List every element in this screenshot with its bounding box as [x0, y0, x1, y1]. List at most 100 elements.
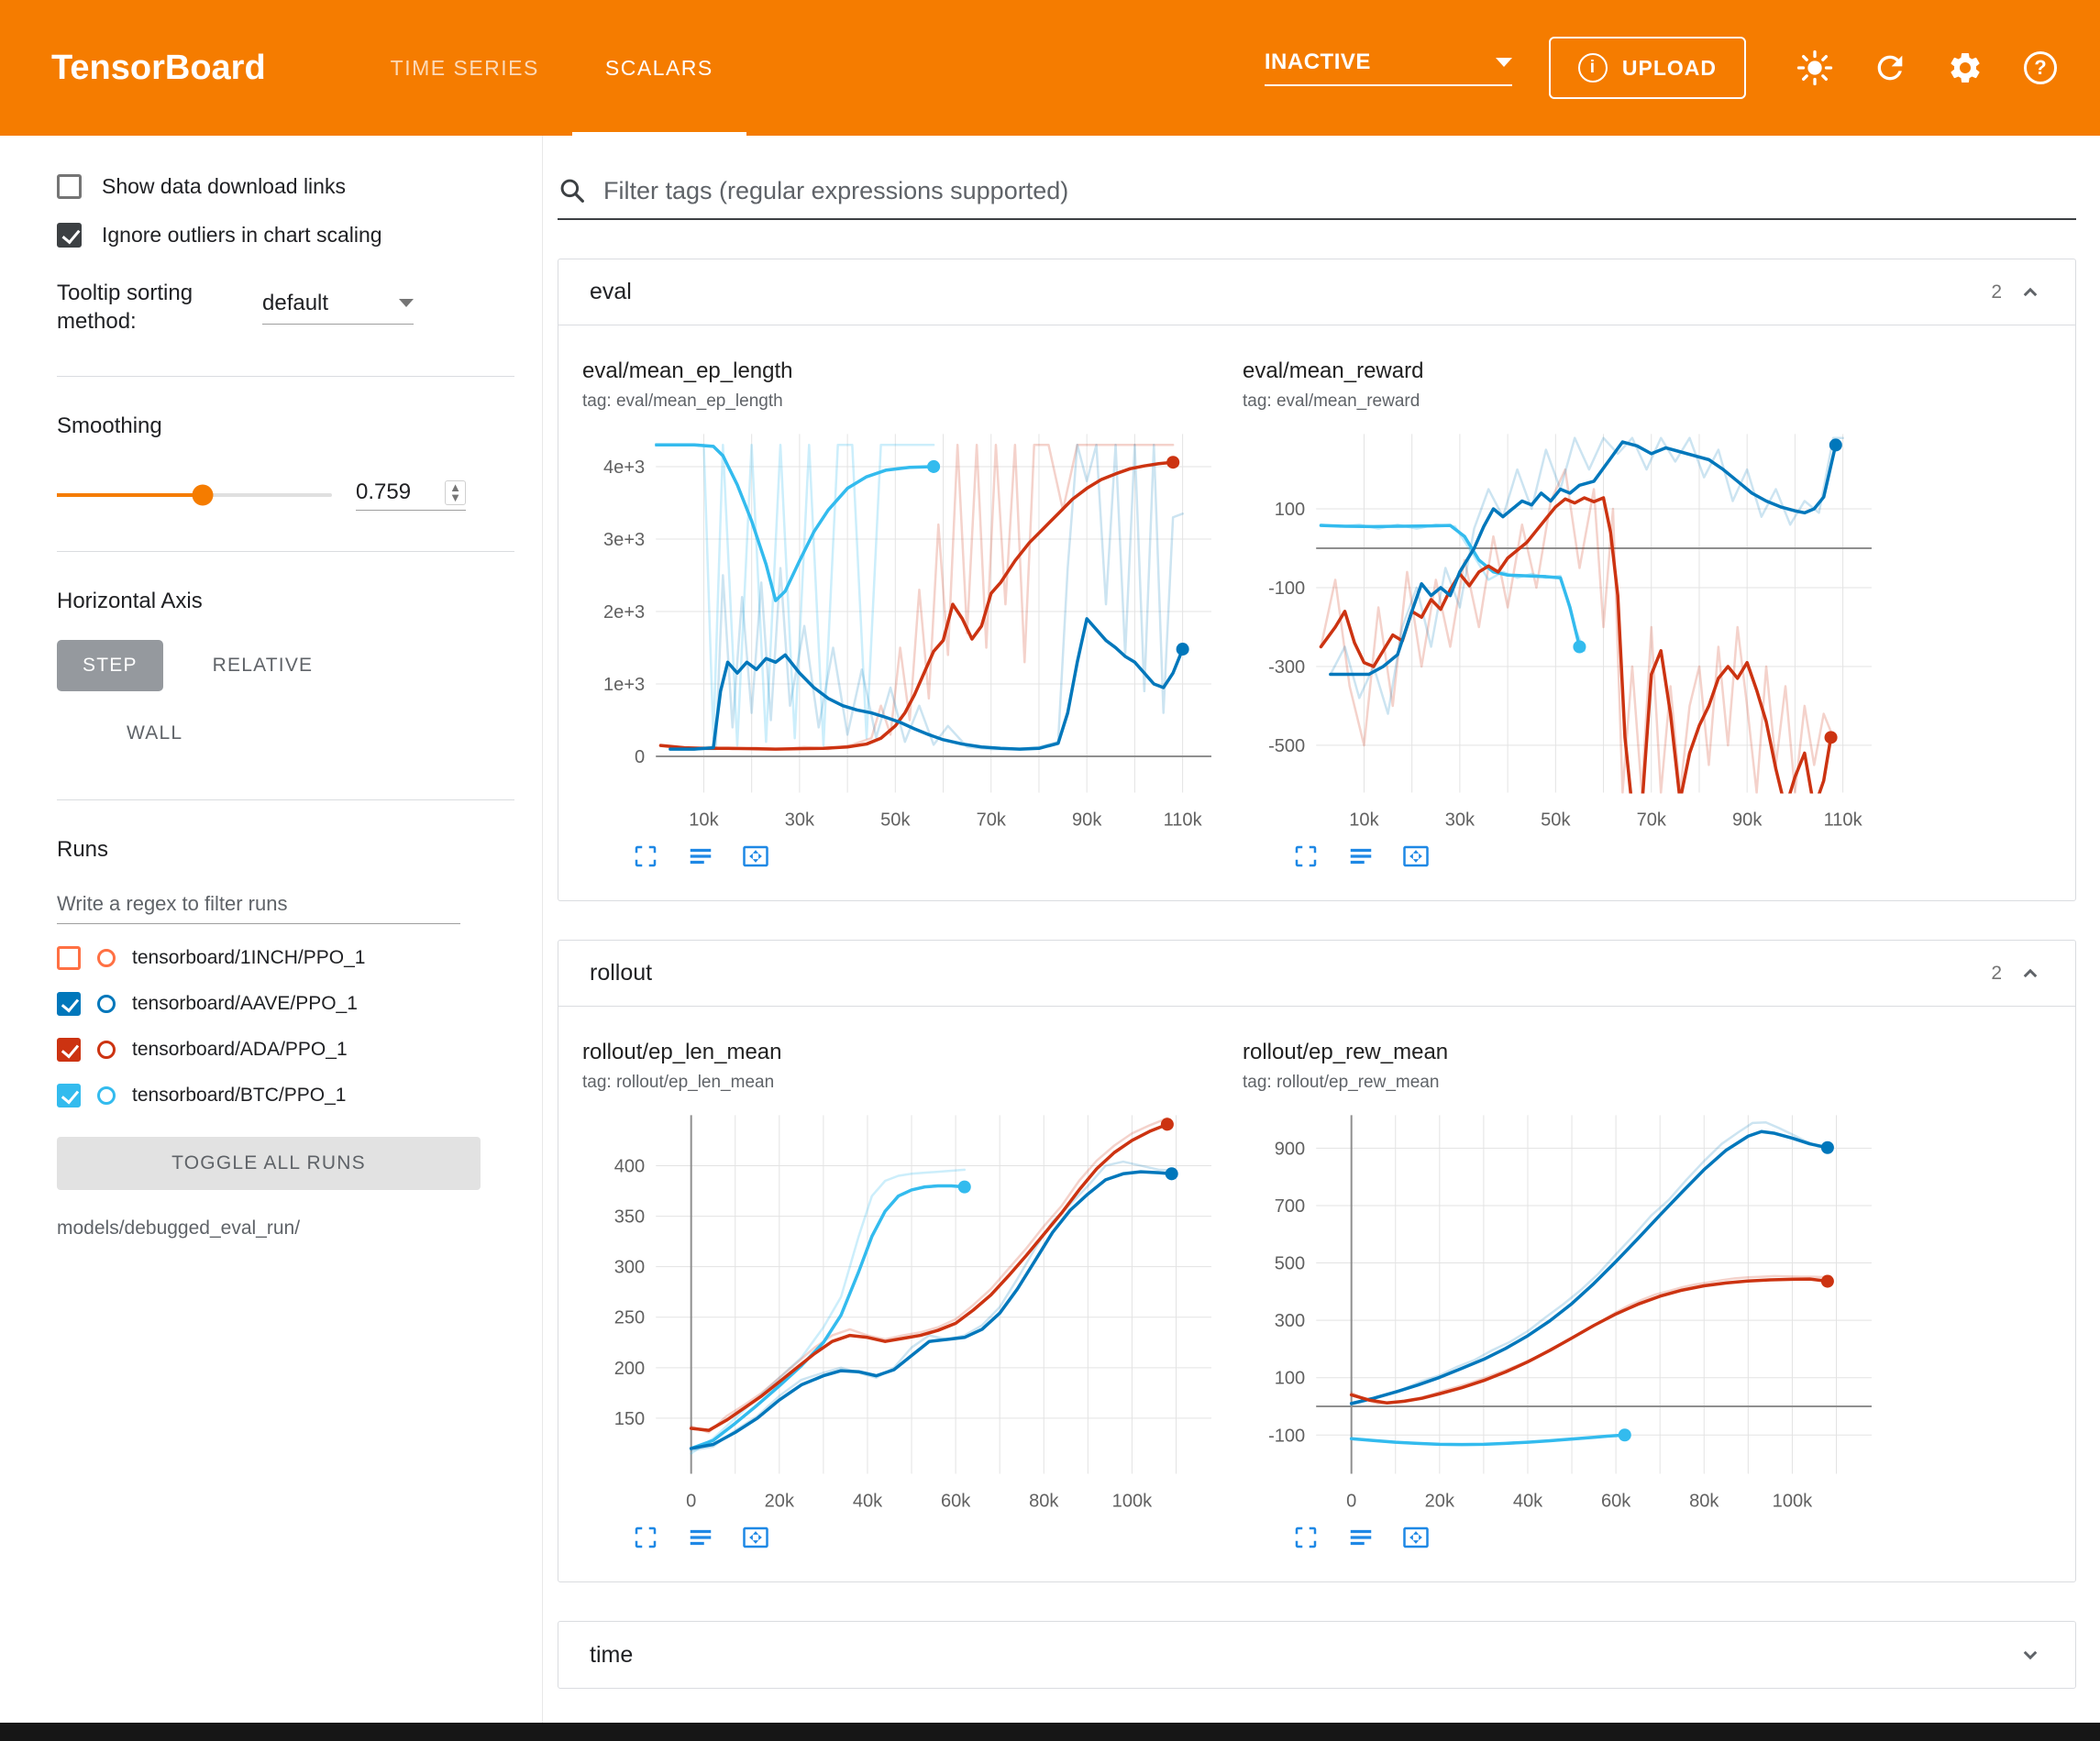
svg-text:20k: 20k: [1425, 1492, 1455, 1512]
number-spinner[interactable]: ▲ ▼: [445, 479, 466, 506]
smoothing-value: 0.759: [356, 479, 412, 505]
collapse-chevron-icon[interactable]: [2017, 279, 2044, 306]
fit-domain-button[interactable]: [740, 1522, 771, 1556]
line-chart[interactable]: 0 20k 40k 60k 80k 100k -100 100 300 500 700 900: [1243, 1102, 1886, 1516]
log-scale-button[interactable]: [685, 1522, 716, 1556]
run-color-ring[interactable]: [97, 1086, 116, 1106]
run-color-ring[interactable]: [97, 949, 116, 968]
run-color-ring[interactable]: [97, 1041, 116, 1060]
svg-text:700: 700: [1275, 1196, 1305, 1217]
run-checkbox[interactable]: [57, 1084, 81, 1108]
axis-step-button[interactable]: STEP: [57, 640, 163, 692]
app-header: TensorBoard TIME SERIES SCALARS INACTIVE…: [0, 0, 2100, 136]
settings-gear-icon[interactable]: [1946, 49, 1984, 87]
run-row-ada[interactable]: tensorboard/ADA/PPO_1: [57, 1038, 514, 1063]
run-row-aave[interactable]: tensorboard/AAVE/PPO_1: [57, 992, 514, 1017]
run-row-btc[interactable]: tensorboard/BTC/PPO_1: [57, 1084, 514, 1108]
runs-filter-input[interactable]: [57, 887, 460, 925]
axis-relative-button[interactable]: RELATIVE: [187, 640, 339, 691]
upload-button[interactable]: UPLOAD: [1548, 37, 1746, 99]
show-download-links-checkbox[interactable]: [57, 174, 82, 199]
collapse-chevron-icon[interactable]: [2017, 960, 2044, 987]
chart-tag: tag: eval/mean_reward: [1243, 391, 1420, 411]
info-icon: [1577, 53, 1608, 83]
expand-chart-button[interactable]: [630, 1522, 661, 1556]
divider: [57, 376, 514, 378]
filter-tags-input[interactable]: [603, 176, 2076, 205]
svg-text:150: 150: [614, 1409, 645, 1429]
fit-domain-button[interactable]: [1400, 841, 1431, 875]
svg-text:60k: 60k: [941, 1492, 971, 1512]
chart-tag: tag: rollout/ep_rew_mean: [1243, 1073, 1440, 1092]
svg-text:90k: 90k: [1732, 810, 1763, 831]
help-icon[interactable]: [2021, 49, 2060, 87]
divider: [57, 551, 514, 553]
axis-wall-button[interactable]: WALL: [101, 708, 208, 759]
smoothing-slider[interactable]: [57, 484, 332, 506]
svg-text:40k: 40k: [1513, 1492, 1543, 1512]
line-chart[interactable]: 10k 30k 50k 70k 90k 110k 100 -100 -300 -500: [1243, 421, 1886, 835]
run-row-1inch[interactable]: tensorboard/1INCH/PPO_1: [57, 946, 514, 971]
tab-scalars[interactable]: SCALARS: [571, 0, 746, 136]
expand-chart-button[interactable]: [630, 841, 661, 875]
smoothing-controls: 0.759 ▲ ▼: [57, 479, 514, 512]
page-content: Show data download links Ignore outliers…: [0, 136, 2100, 1723]
tooltip-sorting-select[interactable]: default: [262, 291, 414, 325]
expand-chart-button[interactable]: [1290, 1522, 1321, 1556]
svg-text:-500: -500: [1268, 736, 1305, 756]
spinner-up-icon[interactable]: ▲: [449, 479, 461, 494]
log-scale-button[interactable]: [1345, 1522, 1376, 1556]
section-time: time: [558, 1621, 2076, 1689]
settings-sidebar: Show data download links Ignore outliers…: [0, 136, 543, 1723]
tab-time-series[interactable]: TIME SERIES: [390, 55, 539, 80]
tooltip-sorting-row: Tooltip sorting method: default: [57, 279, 514, 336]
brightness-icon[interactable]: [1796, 49, 1834, 87]
fit-domain-button[interactable]: [740, 841, 771, 875]
toggle-all-runs-button[interactable]: TOGGLE ALL RUNS: [57, 1137, 481, 1191]
svg-text:10k: 10k: [1349, 810, 1379, 831]
run-checkbox[interactable]: [57, 992, 81, 1017]
svg-text:0: 0: [686, 1492, 696, 1512]
chart-actions: [1243, 1522, 1886, 1556]
lines-icon: [690, 1529, 712, 1546]
log-scale-button[interactable]: [685, 841, 716, 875]
line-chart[interactable]: 10k 30k 50k 70k 90k 110k 0 1e+3 2e+3 3e+3 4e+3: [582, 421, 1226, 835]
expand-chevron-icon[interactable]: [2017, 1641, 2044, 1669]
chart-actions: [582, 841, 1226, 875]
section-time-header[interactable]: time: [558, 1622, 2075, 1688]
svg-text:70k: 70k: [977, 810, 1007, 831]
show-download-links-row[interactable]: Show data download links: [57, 174, 514, 199]
smoothing-value-input[interactable]: 0.759 ▲ ▼: [356, 479, 466, 512]
chart-title: eval/mean_ep_length: [582, 358, 793, 383]
chart-actions: [582, 1522, 1226, 1556]
chart-eval-mean-reward: eval/mean_reward tag: eval/mean_reward 1…: [1243, 358, 1886, 875]
status-dropdown[interactable]: INACTIVE: [1264, 50, 1512, 86]
section-eval-header[interactable]: eval 2: [558, 259, 2075, 325]
refresh-icon[interactable]: [1871, 49, 1909, 87]
axis-options-row: WALL: [57, 708, 514, 759]
log-scale-button[interactable]: [1345, 841, 1376, 875]
svg-text:200: 200: [614, 1359, 645, 1379]
svg-text:100: 100: [1275, 500, 1305, 520]
section-rollout: rollout 2 rollout/ep_len_mean tag: rollo…: [558, 940, 2076, 1582]
slider-thumb[interactable]: [192, 484, 214, 506]
ignore-outliers-row[interactable]: Ignore outliers in chart scaling: [57, 223, 514, 248]
fit-domain-button[interactable]: [1400, 1522, 1431, 1556]
line-chart[interactable]: 0 20k 40k 60k 80k 100k 150 200 250 300 350 400: [582, 1102, 1226, 1516]
axis-options-row: STEP RELATIVE: [57, 640, 514, 692]
svg-text:0: 0: [1346, 1492, 1356, 1512]
section-rollout-header[interactable]: rollout 2: [558, 941, 2075, 1007]
divider: [57, 799, 514, 801]
spinner-down-icon[interactable]: ▼: [449, 490, 461, 505]
crop-free-icon: [1295, 1526, 1317, 1548]
fit-data-icon: [1403, 1526, 1429, 1548]
section-rollout-body: rollout/ep_len_mean tag: rollout/ep_len_…: [558, 1007, 2075, 1581]
expand-chart-button[interactable]: [1290, 841, 1321, 875]
run-checkbox[interactable]: [57, 1038, 81, 1063]
ignore-outliers-checkbox[interactable]: [57, 223, 82, 248]
run-checkbox[interactable]: [57, 946, 81, 971]
fit-data-icon: [743, 1526, 768, 1548]
run-label: tensorboard/1INCH/PPO_1: [132, 947, 366, 969]
section-eval: eval 2 eval/mean_ep_length tag: eval/mea…: [558, 259, 2076, 901]
run-color-ring[interactable]: [97, 995, 116, 1014]
